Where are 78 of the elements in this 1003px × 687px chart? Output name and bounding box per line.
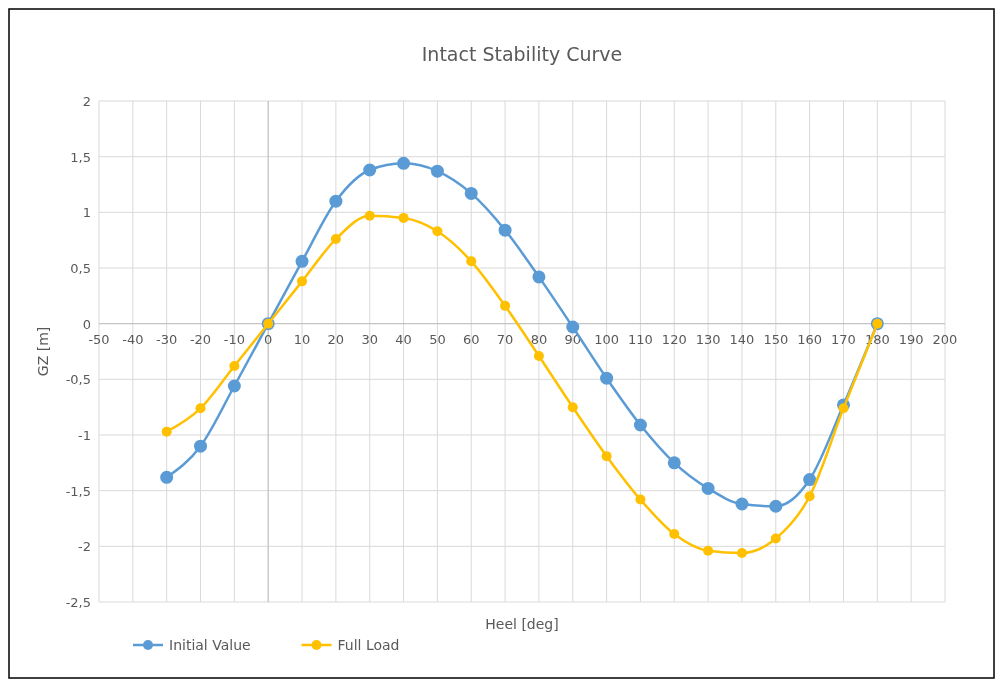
- y-tick-label: -2: [78, 539, 91, 555]
- point: [804, 491, 815, 502]
- point: [500, 300, 511, 311]
- x-tick-label: -40: [122, 331, 144, 347]
- point: [667, 456, 681, 470]
- x-tick-label: 0: [264, 331, 273, 347]
- point: [838, 403, 849, 414]
- point: [498, 223, 512, 237]
- x-tick-label: 140: [729, 331, 755, 347]
- legend-label: Full Load: [337, 637, 400, 653]
- x-tick-label: 160: [797, 331, 823, 347]
- x-tick-label: 50: [429, 331, 446, 347]
- point: [635, 494, 646, 505]
- x-tick-label: 110: [628, 331, 653, 347]
- point: [398, 212, 409, 223]
- x-tick-label: 120: [661, 331, 687, 347]
- x-tick-label: 70: [496, 331, 514, 347]
- point: [194, 439, 208, 453]
- x-tick-label: -30: [156, 331, 178, 347]
- point: [466, 256, 477, 267]
- point: [397, 156, 411, 170]
- x-tick-label: 60: [462, 331, 480, 347]
- y-tick-label: 0: [82, 316, 91, 332]
- y-tick-label: -0,5: [65, 372, 91, 388]
- point: [803, 473, 817, 487]
- x-tick-label: 30: [361, 331, 378, 347]
- y-tick-label: 1,5: [70, 149, 91, 165]
- point: [532, 270, 546, 284]
- point: [601, 451, 612, 462]
- point: [669, 529, 680, 540]
- x-tick-label: 10: [293, 331, 311, 347]
- point: [735, 497, 749, 511]
- x-tick-label: 100: [594, 331, 620, 347]
- point: [227, 379, 241, 393]
- x-axis-title: Heel [deg]: [485, 616, 559, 632]
- x-tick-label: -10: [223, 331, 245, 347]
- legend-label: Initial Value: [169, 637, 251, 653]
- point: [736, 548, 747, 559]
- y-tick-label: 0,5: [70, 261, 91, 276]
- x-tick-label: 80: [530, 331, 548, 347]
- point: [364, 210, 375, 221]
- point: [464, 186, 478, 200]
- point: [330, 234, 341, 245]
- y-tick-label: -2,5: [65, 595, 91, 610]
- point: [770, 533, 781, 544]
- y-tick-label: -1,5: [65, 483, 91, 499]
- x-tick-label: 40: [395, 331, 412, 347]
- x-tick-label: 170: [831, 331, 856, 347]
- x-tick-label: 150: [763, 331, 789, 347]
- y-axis-title: GZ [m]: [35, 326, 51, 377]
- point: [701, 481, 715, 495]
- x-tick-label: 200: [932, 331, 958, 347]
- point: [329, 194, 343, 208]
- point: [633, 418, 647, 432]
- point: [195, 403, 206, 414]
- point: [297, 276, 308, 287]
- chart-title: Intact Stability Curve: [421, 43, 623, 65]
- point: [295, 254, 309, 268]
- point: [533, 350, 544, 361]
- point: [363, 163, 377, 177]
- point: [600, 371, 614, 385]
- x-tick-label: -50: [88, 331, 110, 347]
- y-tick-label: 2: [82, 94, 91, 109]
- point: [769, 499, 783, 513]
- x-tick-label: -20: [189, 331, 212, 347]
- x-tick-label: 20: [327, 331, 345, 347]
- y-tick-label: -1: [78, 428, 91, 443]
- x-tick-label: 130: [695, 331, 721, 347]
- point: [161, 426, 172, 437]
- point: [229, 360, 240, 371]
- point: [432, 226, 443, 237]
- point: [160, 470, 174, 484]
- y-tick-label: 1: [82, 205, 91, 221]
- point: [430, 164, 444, 178]
- point: [703, 545, 714, 556]
- x-tick-label: 190: [898, 331, 924, 347]
- point: [566, 320, 580, 334]
- point: [567, 402, 578, 413]
